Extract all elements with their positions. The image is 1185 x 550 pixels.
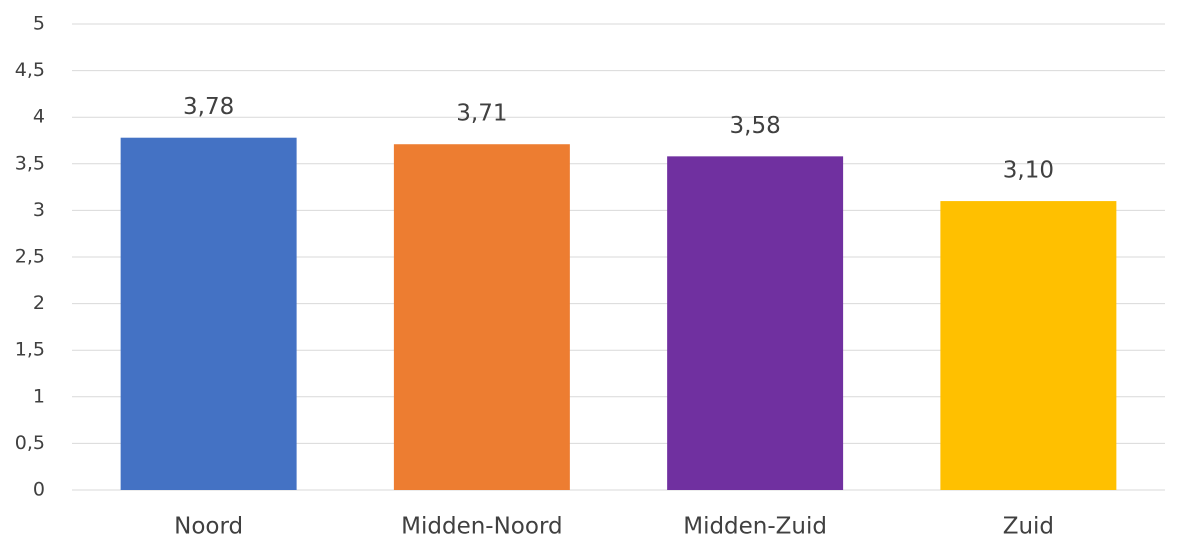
y-tick-label: 5	[33, 13, 45, 35]
y-tick-label: 3	[33, 199, 45, 221]
x-tick-label: Zuid	[1003, 514, 1054, 540]
bar	[940, 201, 1117, 490]
y-tick-label: 4	[33, 106, 45, 128]
data-label: 3,71	[456, 101, 507, 127]
x-tick-label: Midden-Zuid	[683, 514, 827, 540]
bar	[667, 156, 844, 490]
bar	[120, 137, 297, 491]
data-label: 3,78	[183, 94, 234, 120]
y-tick-label: 3,5	[15, 152, 45, 174]
data-label: 3,10	[1003, 158, 1054, 184]
y-tick-label: 0,5	[15, 432, 45, 454]
y-tick-label: 2	[33, 292, 45, 314]
y-tick-label: 2,5	[15, 246, 45, 268]
x-tick-label: Noord	[174, 514, 243, 540]
y-tick-label: 4,5	[15, 59, 45, 81]
x-tick-label: Midden-Noord	[401, 514, 562, 540]
y-tick-label: 0	[33, 479, 45, 501]
y-tick-label: 1	[33, 385, 45, 407]
bar	[393, 144, 570, 490]
y-tick-label: 1,5	[15, 339, 45, 361]
data-label: 3,58	[730, 113, 781, 139]
